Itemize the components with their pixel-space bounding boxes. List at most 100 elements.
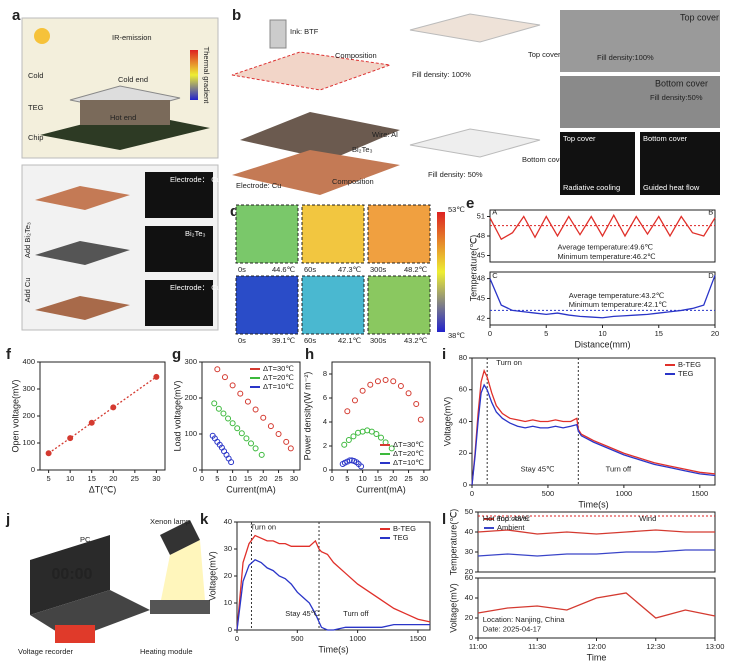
series-line: [477, 592, 716, 619]
x-tick-label: 500: [291, 634, 304, 643]
y-tick-label: 40: [465, 593, 473, 602]
x-tick-label: 1000: [349, 634, 366, 643]
series-line: [236, 534, 431, 631]
point: [374, 378, 381, 385]
y-tick-label: 10: [224, 598, 232, 607]
x-tick-label: 500: [542, 489, 555, 498]
x-tick-label: 30: [290, 474, 298, 483]
annotation: C: [492, 271, 498, 280]
y-tick-label: 30: [224, 544, 232, 553]
point: [275, 431, 282, 437]
x-axis-label: ΔT(℃): [89, 484, 117, 494]
annotation: Location: Nanjing, China: [483, 615, 566, 624]
label: Heating module: [140, 647, 193, 656]
photo: [640, 132, 720, 195]
legend-label: ΔT=20℃: [393, 449, 424, 458]
label: Xenon lamp: [150, 517, 190, 526]
x-tick-label: 12:30: [646, 642, 665, 651]
x-tick-label: 20: [389, 474, 397, 483]
y-tick-label: 2: [323, 441, 327, 450]
point: [358, 463, 365, 470]
layers: [409, 13, 541, 43]
teg-body: [80, 100, 170, 125]
annotation: Turn on: [496, 358, 522, 367]
point: [390, 378, 397, 385]
point: [237, 390, 244, 397]
y-tick-label: 100: [184, 429, 197, 438]
y-tick-label: 20: [465, 613, 473, 622]
annotation: Stay 45℃: [521, 465, 555, 474]
chart: 0 20 40 60 11:00 11:30 12:00 12:30 13:00 Time Volt…: [448, 573, 724, 662]
y-axis-label: Voltage(mV): [448, 583, 458, 633]
x-tick-label: 15: [244, 474, 252, 483]
y-tick-label: 20: [459, 448, 467, 457]
y-tick-label: 0: [228, 625, 232, 634]
label: Bottom cover: [643, 134, 688, 143]
y-tick-label: 42: [477, 313, 485, 322]
point: [248, 440, 254, 447]
x-tick-label: 0: [488, 329, 492, 338]
label: Bi₂Te₃: [352, 145, 373, 154]
x-tick-label: 12:00: [587, 642, 606, 651]
panel-label: i: [442, 346, 446, 363]
point: [378, 434, 384, 441]
laptop-screen: [30, 535, 110, 615]
point: [368, 428, 375, 435]
point: [153, 373, 160, 380]
label: Voltage recorder: [18, 647, 74, 656]
photo: [560, 76, 720, 128]
x-tick-label: 1500: [691, 489, 708, 498]
y-tick-label: 60: [465, 573, 473, 582]
point: [413, 401, 420, 407]
label: 60s: [304, 265, 316, 274]
label: Bottom cover: [522, 155, 567, 164]
plot-frame: [201, 361, 301, 471]
point: [214, 366, 221, 373]
x-tick-label: 5: [47, 474, 51, 483]
annotation: Date: 2025-04-17: [483, 625, 541, 634]
x-tick-label: 20: [109, 474, 117, 483]
label: Add Bi₂Te₃: [23, 222, 32, 258]
chart: 0 10 20 30 40 0 500 1000 1500 Time(s) Voltage(mV) B…: [207, 517, 431, 654]
label: 0s: [238, 336, 246, 345]
y-tick-label: 51: [477, 211, 485, 220]
label: 42.1℃: [338, 336, 362, 345]
point: [397, 383, 404, 389]
series-line: [236, 559, 430, 631]
x-tick-label: 0: [235, 634, 239, 643]
point: [225, 415, 232, 422]
step-1: [35, 186, 130, 210]
point: [367, 381, 374, 388]
y-tick-label: 40: [224, 517, 232, 526]
y-tick-label: 4: [323, 417, 327, 426]
y-tick-label: 48: [477, 231, 485, 240]
label: Electrode： Cu: [170, 283, 221, 292]
lamp: [160, 520, 200, 555]
y-tick-label: 200: [22, 411, 35, 420]
x-tick-label: 30: [420, 474, 428, 483]
series-line: [477, 529, 715, 535]
x-tick-label: 5: [544, 329, 548, 338]
legend-label: B-TEG: [678, 360, 701, 369]
x-tick-label: 15: [88, 474, 96, 483]
annotation: Stay 45℃: [285, 609, 319, 618]
label: Composition: [335, 51, 377, 60]
x-tick-label: 15: [374, 474, 382, 483]
label: 38℃: [448, 331, 465, 340]
y-axis-label: Temperature(℃): [468, 235, 478, 302]
y-tick-label: 0: [469, 633, 473, 642]
point: [344, 408, 351, 415]
photo: [145, 280, 213, 326]
point: [234, 425, 241, 432]
y-axis-label: Load voltage(mV): [172, 380, 182, 451]
y-tick-label: 30: [465, 547, 473, 556]
legend-label: Ambient: [497, 523, 525, 532]
y-tick-label: 0: [323, 465, 327, 474]
x-tick-label: 5: [215, 474, 219, 483]
plot-frame: [331, 361, 431, 471]
y-axis-label: Voltage(mV): [207, 551, 217, 601]
panel-a: IR-emission Cold end Hot end Cold TEG Ch…: [21, 17, 221, 331]
point: [252, 445, 259, 452]
label: 53℃: [448, 205, 465, 214]
